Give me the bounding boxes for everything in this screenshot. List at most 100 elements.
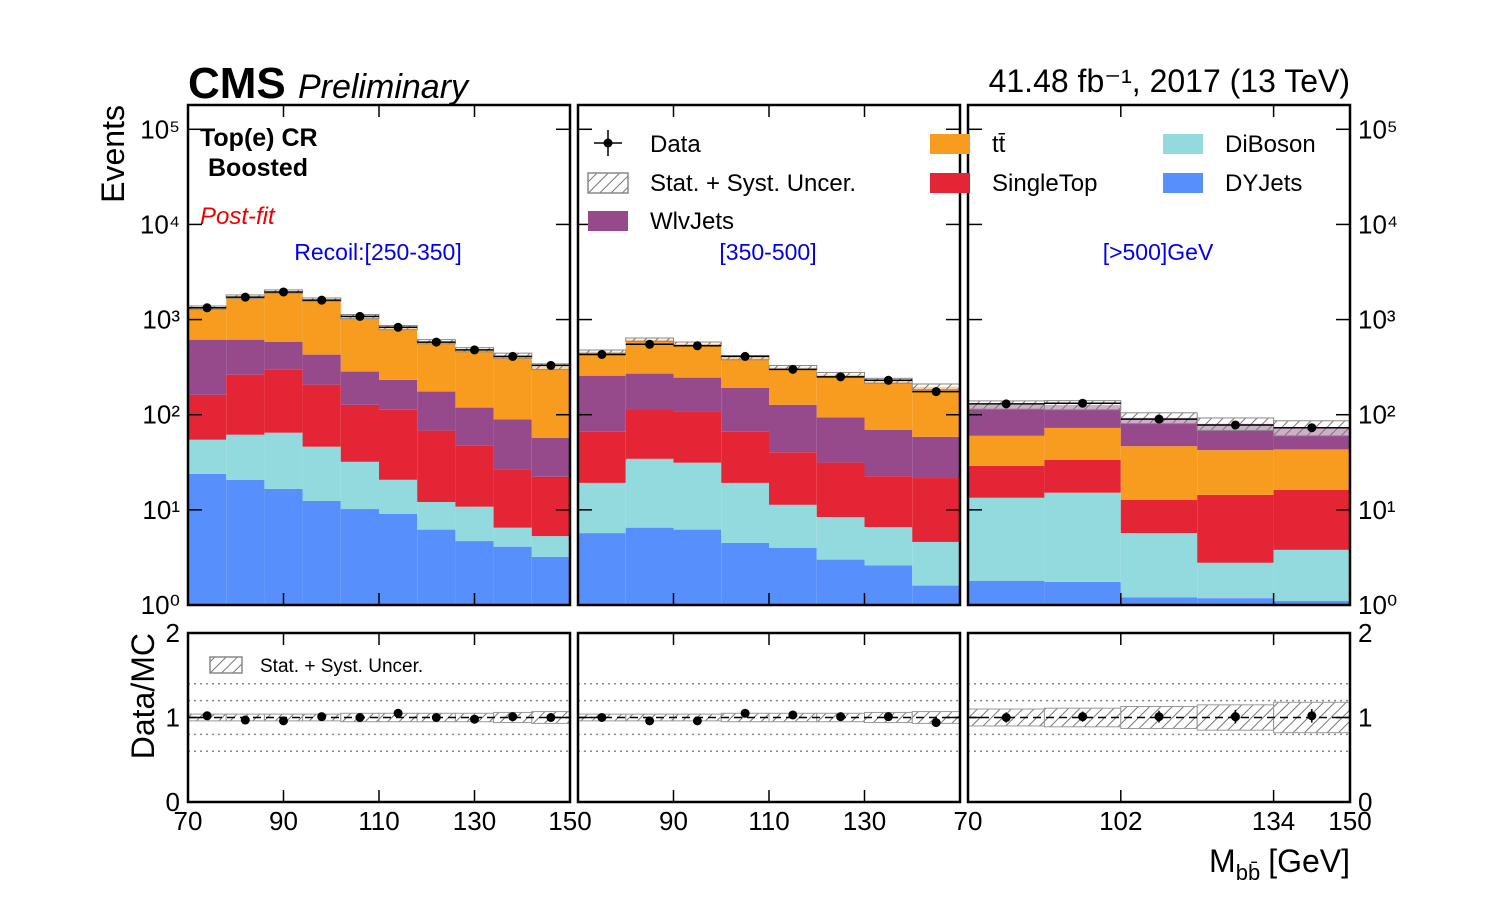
- x-tick-label: 70: [174, 806, 203, 836]
- stack-bar: [968, 404, 1045, 436]
- x-tick-label: 90: [659, 806, 688, 836]
- stack-bar: [379, 513, 418, 605]
- data-point: [836, 372, 846, 382]
- stack-bar: [188, 339, 227, 395]
- y-tick-label-right: 10²: [1358, 400, 1396, 430]
- ratio-y-tick-label-right: 2: [1358, 618, 1372, 648]
- ratio-point: [317, 712, 327, 722]
- stack-bar: [769, 547, 817, 605]
- stack-bar: [1120, 499, 1198, 534]
- data-point: [931, 387, 941, 397]
- experiment: CMS: [188, 59, 286, 108]
- x-tick-label: 134: [1252, 806, 1295, 836]
- data-point: [393, 322, 403, 332]
- stack-bar: [673, 529, 722, 605]
- ratio-point: [931, 718, 941, 728]
- legend-label: DYJets: [1225, 170, 1302, 197]
- stack-bar: [1044, 459, 1121, 493]
- data-point: [740, 351, 750, 361]
- x-tick-label: 130: [453, 806, 496, 836]
- ratio-point: [546, 713, 556, 722]
- category: Boosted: [208, 154, 308, 182]
- data-point: [317, 295, 327, 305]
- stack-bar: [864, 429, 913, 477]
- stack-bar: [625, 373, 674, 410]
- x-tick-label: 150: [548, 806, 591, 836]
- data-point: [1001, 399, 1011, 409]
- lumi: 41.48 fb⁻¹, 2017 (13 TeV): [989, 63, 1350, 99]
- stack-bar: [1273, 601, 1350, 605]
- stack-bar: [264, 369, 303, 433]
- stack-bar: [578, 533, 626, 605]
- ratio-point: [202, 711, 212, 721]
- stack-bar: [816, 374, 865, 418]
- legend-data-marker: [603, 138, 613, 148]
- stack-bar: [493, 355, 532, 420]
- fit-label: Post-fit: [200, 203, 276, 230]
- stack-bar: [493, 546, 532, 605]
- legend-label: Stat. + Syst. Uncer.: [650, 170, 856, 197]
- legend-swatch: [930, 134, 970, 154]
- stack-bar: [816, 559, 865, 605]
- data-point: [431, 337, 441, 347]
- y-tick-label: 10³: [142, 305, 180, 335]
- stack-bar: [264, 341, 303, 370]
- data-point: [279, 287, 288, 297]
- stack-bar: [264, 432, 303, 489]
- ratio-y-tick-label: 2: [166, 618, 180, 648]
- stack-bar: [625, 409, 674, 459]
- stack-bar: [302, 384, 341, 447]
- ratio-point: [470, 714, 479, 724]
- ratio-y-tick-label: 0: [166, 787, 180, 817]
- stack-bar: [493, 469, 532, 528]
- stack-bar: [455, 349, 494, 408]
- stack-bar: [673, 411, 722, 463]
- ratio-point: [1154, 712, 1164, 722]
- stack-bar: [455, 407, 494, 446]
- stack-bar: [302, 354, 341, 385]
- stack-bar: [302, 500, 341, 605]
- y-label: Events: [95, 105, 131, 203]
- stack-bar: [417, 529, 456, 605]
- y-tick-label: 10¹: [142, 495, 180, 525]
- stack-bar: [1273, 549, 1350, 602]
- stack-bar: [1197, 494, 1274, 563]
- stack-bar: [1273, 449, 1350, 490]
- stack-bar: [302, 299, 341, 355]
- stack-bar: [673, 377, 722, 412]
- ratio-point: [508, 712, 518, 722]
- data-point: [1078, 398, 1088, 408]
- ratio-legend-label: Stat. + Syst. Uncer.: [260, 656, 423, 677]
- panel-frame: [966, 103, 1352, 607]
- y-tick-label: 10⁴: [140, 209, 180, 239]
- stack-bar: [226, 479, 265, 605]
- data-point: [202, 303, 212, 313]
- data-point: [546, 360, 556, 370]
- stack-bar: [1120, 446, 1198, 500]
- ratio-point: [431, 713, 441, 722]
- data-point: [1230, 420, 1240, 430]
- ratio-legend-swatch: [209, 656, 243, 674]
- panel-label: [>500]GeV: [1103, 239, 1214, 265]
- stack-bar: [625, 527, 674, 605]
- data-point: [597, 349, 607, 359]
- ratio-point: [692, 716, 702, 726]
- stack-bar: [625, 458, 674, 528]
- ratio-point: [393, 708, 403, 718]
- stack-bar: [1044, 404, 1121, 428]
- data-point: [1154, 414, 1164, 424]
- stack-bar: [769, 404, 817, 453]
- stack-bar: [1044, 427, 1121, 460]
- stack-bar: [455, 506, 494, 542]
- stack-bar: [340, 461, 379, 510]
- stack-bar: [226, 296, 265, 340]
- stack-bar: [417, 341, 456, 392]
- panel-label: Recoil:[250-350]: [294, 239, 462, 265]
- ratio-point: [836, 712, 846, 722]
- stack-bar: [968, 580, 1045, 605]
- stack-bar: [226, 339, 265, 375]
- data-point: [470, 345, 479, 355]
- legend-label: Data: [650, 131, 701, 158]
- ratio-point: [597, 713, 607, 722]
- stack-bar: [1044, 492, 1121, 582]
